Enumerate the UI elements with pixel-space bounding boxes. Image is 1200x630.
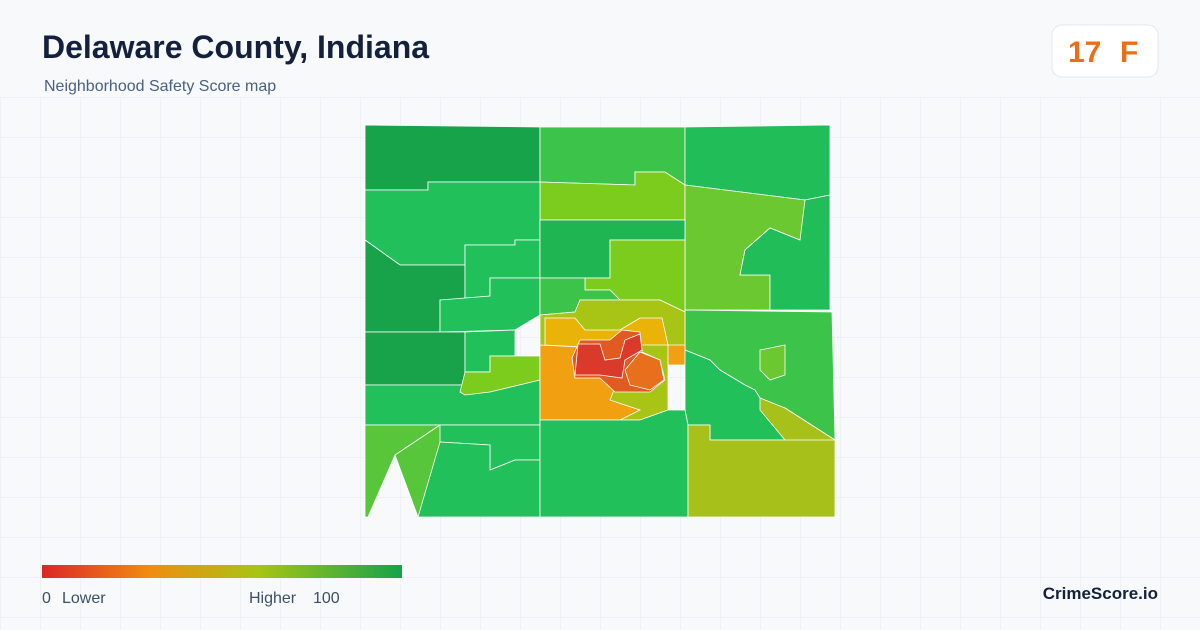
subtitle: Neighborhood Safety Score map — [44, 78, 276, 95]
legend-gradient — [42, 565, 402, 578]
legend-max: 100 — [313, 590, 340, 607]
title: Delaware County, Indiana — [42, 29, 429, 65]
county-map — [364, 124, 837, 518]
legend-min: 0 — [42, 590, 51, 607]
legend-max-label: Higher — [249, 590, 297, 607]
score-badge: 17 F — [1051, 24, 1159, 78]
legend-min-label: Lower — [62, 590, 106, 607]
legend: 0 Lower Higher 100 — [42, 565, 402, 607]
brand: CrimeScore.io — [1043, 584, 1158, 603]
score-grade: F — [1120, 36, 1138, 69]
score-value: 17 — [1068, 36, 1101, 69]
